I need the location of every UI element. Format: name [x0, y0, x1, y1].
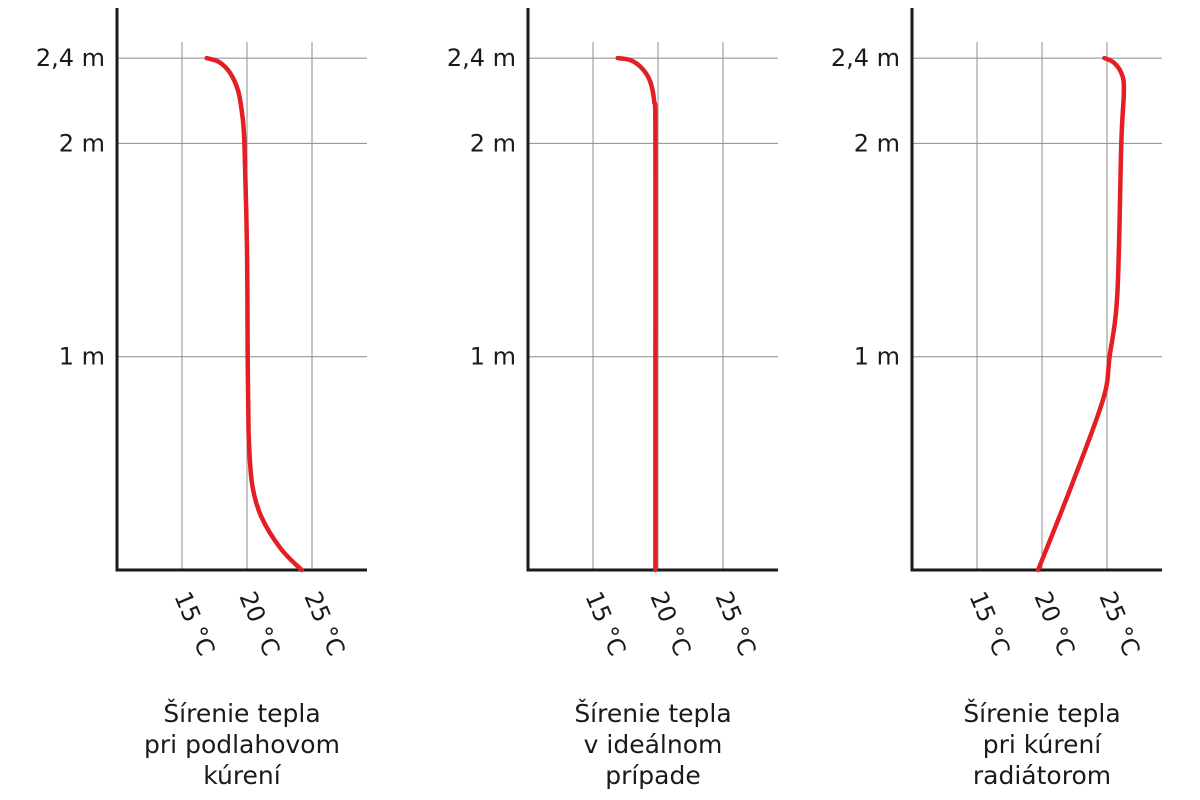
y-tick-label: 1 m [854, 343, 900, 371]
caption-line: Šírenie tepla [574, 699, 732, 728]
chart-panel-radiator: 15 °C 20 °C 25 °C 1 m 2 m 2,4 m [831, 8, 1162, 660]
x-tick-label: 15 °C [963, 587, 1015, 660]
caption-line: pri podlahovom [144, 730, 340, 759]
y-tick-label: 2,4 m [36, 44, 105, 72]
caption-line: kúrení [203, 761, 281, 790]
temperature-curve [204, 55, 304, 573]
y-tick-label: 1 m [59, 343, 105, 371]
chart-panel-ideal: 15 °C 20 °C 25 °C 1 m 2 m 2,4 m [447, 8, 778, 660]
caption-ideal: Šírenie tepla v ideálnom prípade [523, 698, 783, 791]
chart-panel-floor-heating: 15 °C 20 °C 25 °C 1 m 2 m 2,4 m [36, 8, 367, 660]
caption-line: prípade [605, 761, 701, 790]
caption-line: pri kúrení [982, 730, 1102, 759]
x-tick-label: 20 °C [233, 587, 285, 660]
y-tick-label: 2 m [470, 129, 516, 157]
caption-line: Šírenie tepla [163, 699, 321, 728]
x-tick-label: 25 °C [1093, 587, 1145, 660]
y-tick-label: 2,4 m [447, 44, 516, 72]
caption-floor-heating: Šírenie tepla pri podlahovom kúrení [112, 698, 372, 791]
y-tick-label: 2,4 m [831, 44, 900, 72]
y-tick-label: 2 m [854, 129, 900, 157]
temperature-curve [1035, 55, 1127, 573]
caption-line: v ideálnom [583, 730, 723, 759]
x-tick-label: 20 °C [644, 587, 696, 660]
temperature-curve [615, 55, 658, 573]
caption-radiator: Šírenie tepla pri kúrení radiátorom [912, 698, 1172, 791]
x-tick-label: 15 °C [168, 587, 220, 660]
caption-line: Šírenie tepla [963, 699, 1121, 728]
caption-line: radiátorom [972, 761, 1112, 790]
y-tick-label: 2 m [59, 129, 105, 157]
x-tick-label: 25 °C [298, 587, 350, 660]
y-tick-label: 1 m [470, 343, 516, 371]
x-tick-label: 15 °C [579, 587, 631, 660]
x-tick-label: 25 °C [709, 587, 761, 660]
x-tick-label: 20 °C [1028, 587, 1080, 660]
